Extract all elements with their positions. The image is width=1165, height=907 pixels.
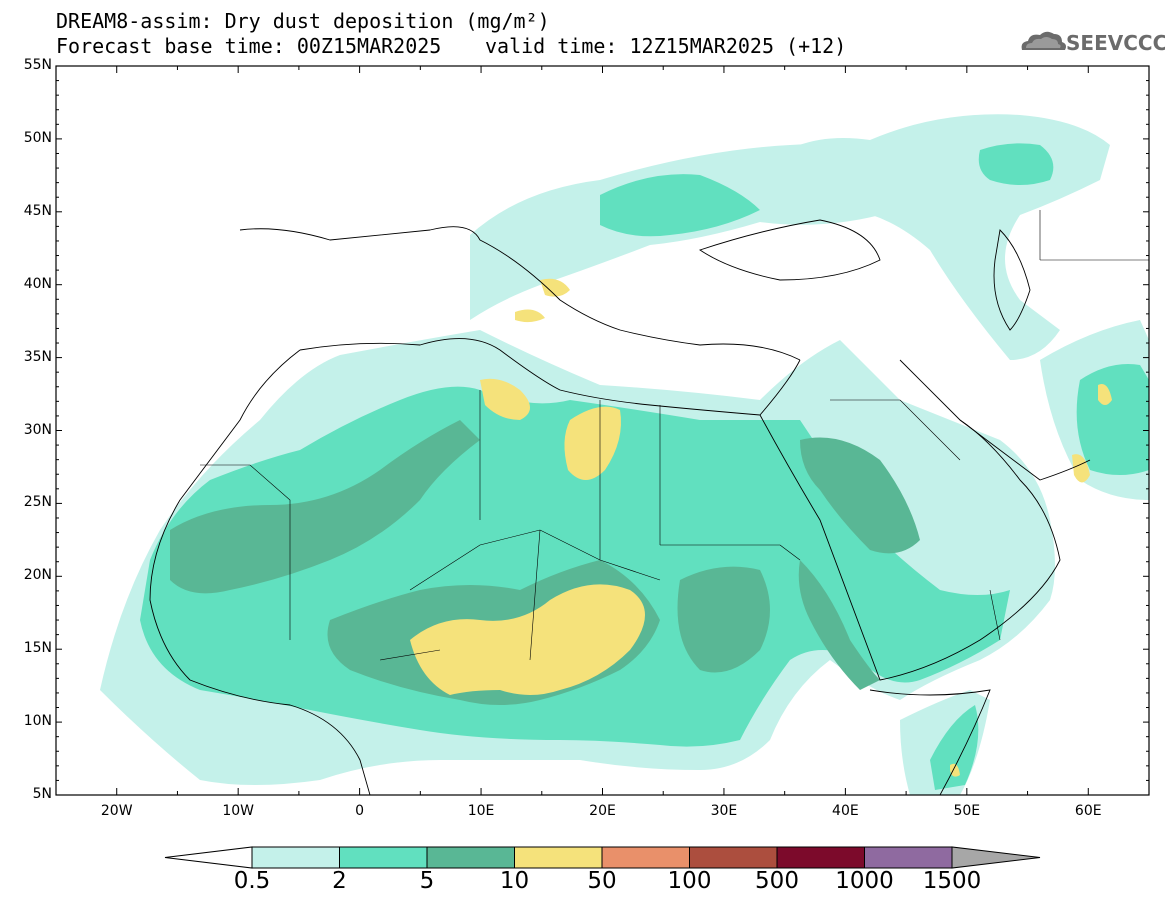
valid-time: valid time: 12Z15MAR2025 (+12) [485,34,847,58]
lat-label: 50N [23,129,52,146]
dust-area-10to50-oman [1098,384,1112,405]
lat-label: 15N [23,640,52,657]
legend-label: 500 [755,868,799,894]
dust-area-10to50-somalia [950,763,960,777]
legend-swatch [426,846,515,869]
country-borders [200,210,1149,661]
legend-swatch [251,846,340,869]
lat-label: 30N [23,421,52,438]
dust-area-10to50-libya [564,406,621,480]
coastline-north-africa [299,338,801,416]
dust-area-10to50-tunisia [480,378,530,420]
lat-label: 35N [23,348,52,365]
axis-ticks [55,65,1150,796]
forecast-base-time: Forecast base time: 00Z15MAR2025 [56,34,442,58]
legend-label: 100 [667,868,712,894]
legend-swatch [601,846,690,869]
lon-label: 30E [710,803,738,819]
legend-swatch [339,846,428,869]
coastline-europe [239,226,801,361]
legend-label: 10 [499,868,530,894]
legend-over-triangle [951,846,1041,869]
legend-swatch [864,846,953,869]
dust-area-10to50-sicily [515,309,545,323]
coastline-black-sea [698,219,881,281]
dust-area-5to10-arabia [800,437,920,554]
dust-fields [100,114,1149,795]
dust-area-2to5-iran [1076,364,1149,475]
coastline-persian-gulf [959,419,1091,481]
lon-label: 0 [355,803,365,819]
lat-label: 25N [23,494,52,511]
legend-label: 2 [332,868,347,894]
logo-text: SEEVCCC [1066,31,1165,55]
lon-label: 60E [1074,803,1102,819]
coastline-west-africa [149,349,371,795]
lon-label: 50E [953,803,981,819]
legend-under-triangle [164,846,253,869]
lat-label: 20N [23,567,52,584]
legend-swatch [776,846,865,869]
dust-area-5to10-west [170,420,480,594]
legend-label: 5 [419,868,435,894]
dust-area-5to10-redsea [798,560,880,690]
lat-label: 10N [23,713,52,730]
dust-area-5to10-sudan [677,566,770,673]
legend-label: 50 [587,868,617,894]
lon-label: 10E [467,803,495,819]
coastline-horn [869,689,991,795]
dust-area-10to50-chad [410,584,645,695]
lat-label: 5N [32,786,52,802]
dust-area-10to50-persian-gulf [1072,454,1090,483]
cloud-logo-icon [1021,31,1066,50]
lon-label: 40E [832,803,859,819]
lon-label: 20W [100,803,133,819]
dust-area-2to5-russia [978,143,1054,185]
legend-swatch [514,846,603,869]
legend-label: 1000 [835,868,894,894]
legend-label: 1500 [922,868,982,894]
lat-label: 45N [23,202,52,219]
legend-swatch [689,846,778,869]
map-title: DREAM8-assim: Dry dust deposition (mg/m²… [56,9,550,33]
dust-area-2to5-somalia [930,705,979,790]
lat-label: 55N [23,57,52,73]
coastline-caspian [993,229,1031,331]
lon-label: 10W [222,803,254,819]
dust-area-10to50-italy [540,278,570,297]
lon-label: 20E [589,803,616,819]
legend-label: 0.5 [233,868,271,894]
lat-label: 40N [23,275,52,292]
dust-area-2to5-balkans [600,174,760,237]
